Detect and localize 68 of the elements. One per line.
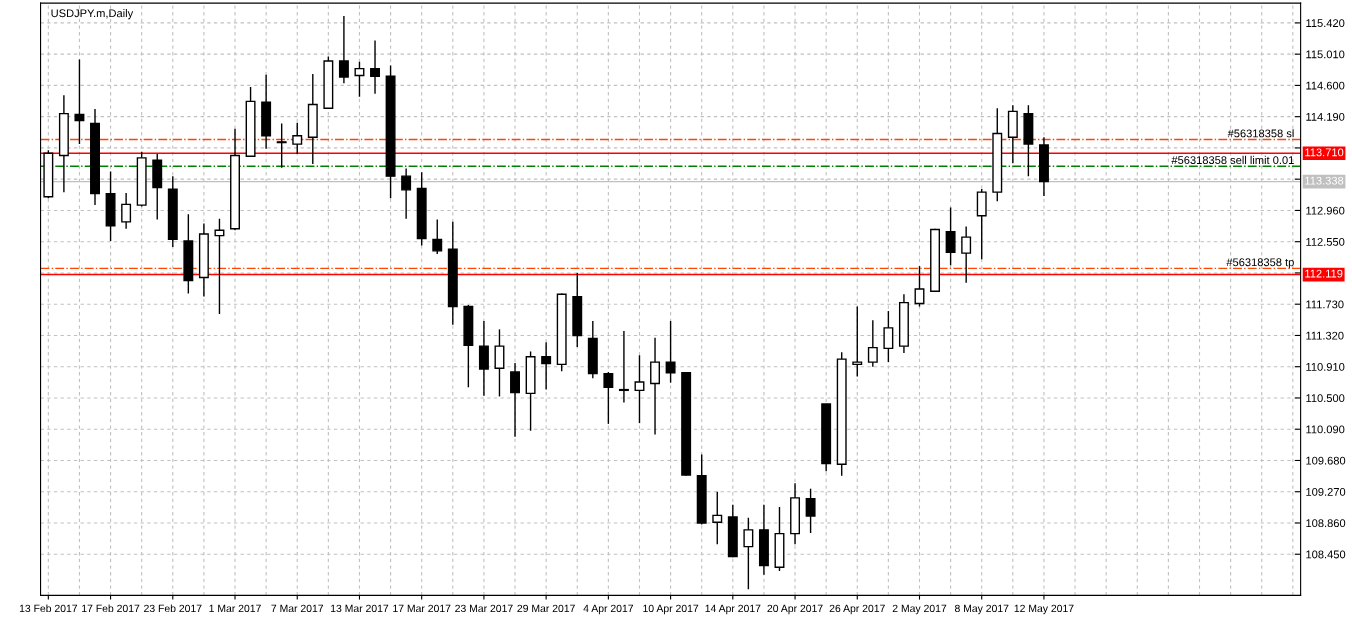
candlestick (370, 39, 380, 95)
candlestick (510, 362, 521, 438)
x-tick-label: 13 Feb 2017 (19, 604, 78, 613)
candlestick (214, 218, 225, 315)
candlestick (805, 487, 816, 534)
y-tick-label: 109.270 (1306, 488, 1346, 496)
x-tick-label: 8 May 2017 (954, 604, 1009, 615)
candlestick (338, 15, 349, 84)
candlestick (74, 58, 85, 145)
y-tick-label: 112.550 (1306, 237, 1345, 246)
ref-line-label: #56318358 sl (1227, 129, 1294, 138)
y-tick-label: 111.320 (1306, 331, 1344, 340)
x-tick-label: 4 Apr 2017 (583, 604, 634, 615)
y-tick-label: 110.500 (1306, 394, 1345, 403)
candlestick (401, 167, 412, 220)
x-tick-label: 14 Apr 2017 (705, 604, 761, 615)
candlestick (743, 516, 754, 591)
ref-line-label: 112.119 (1305, 269, 1343, 278)
ref-line-label: 113.710 (1305, 148, 1344, 157)
candlestick (276, 122, 287, 169)
candlestick (712, 491, 723, 546)
y-tick-label: 110.090 (1306, 425, 1345, 434)
candlestick (292, 122, 303, 155)
candlestick (478, 320, 489, 397)
candlestick (665, 320, 676, 384)
candlestick (961, 225, 972, 284)
y-tick-label: 111.730 (1306, 300, 1344, 309)
y-tick-label: 114.190 (1306, 112, 1345, 121)
candlestick (976, 188, 987, 260)
x-tick-label: 17 Mar 2017 (393, 604, 451, 613)
x-tick-label: 12 May 2017 (1014, 604, 1074, 615)
y-tick-label: 112.960 (1306, 206, 1345, 215)
y-tick-label: 115.010 (1306, 50, 1345, 59)
y-tick-label: 114.600 (1306, 81, 1345, 90)
ref-line-label: #56318358 tp (1226, 258, 1294, 269)
candlestick (867, 319, 878, 368)
candlestick (432, 218, 443, 255)
candlestick (121, 192, 132, 230)
x-tick-label: 1 Mar 2017 (209, 604, 261, 613)
y-tick-label: 115.420 (1306, 19, 1345, 28)
ref-line-label: #56318358 sell limit 0.01 (1171, 155, 1294, 165)
y-tick-label: 110.910 (1306, 362, 1345, 371)
candlestick (494, 328, 505, 398)
ref-line-label: 113.338 (1305, 176, 1344, 185)
x-tick-label: 2 May 2017 (892, 604, 947, 615)
x-tick-label: 23 Mar 2017 (455, 604, 513, 613)
x-tick-label: 10 Apr 2017 (643, 604, 699, 615)
candlestick (603, 371, 614, 425)
x-tick-label: 23 Feb 2017 (144, 604, 202, 613)
x-tick-label: 29 Mar 2017 (517, 604, 575, 613)
candlestick (618, 330, 629, 404)
candlestick (354, 61, 365, 98)
y-tick-label: 108.450 (1306, 550, 1346, 559)
candlestick (650, 337, 661, 436)
x-tick-label: 7 Mar 2017 (271, 604, 324, 613)
candlestick (883, 310, 894, 363)
candlestick (634, 354, 645, 424)
chart-title: USDJPY.m,Daily (51, 9, 134, 20)
y-tick-label: 108.860 (1306, 519, 1346, 528)
candlestick (541, 341, 552, 391)
x-tick-label: 20 Apr 2017 (767, 604, 823, 615)
candlestick (914, 265, 925, 308)
y-tick-label: 109.680 (1306, 456, 1346, 465)
x-tick-label: 17 Feb 2017 (82, 604, 140, 613)
x-tick-label: 13 Mar 2017 (331, 604, 389, 613)
x-tick-label: 26 Apr 2017 (829, 604, 885, 615)
candlestick (945, 206, 956, 267)
candlestick (852, 305, 863, 378)
